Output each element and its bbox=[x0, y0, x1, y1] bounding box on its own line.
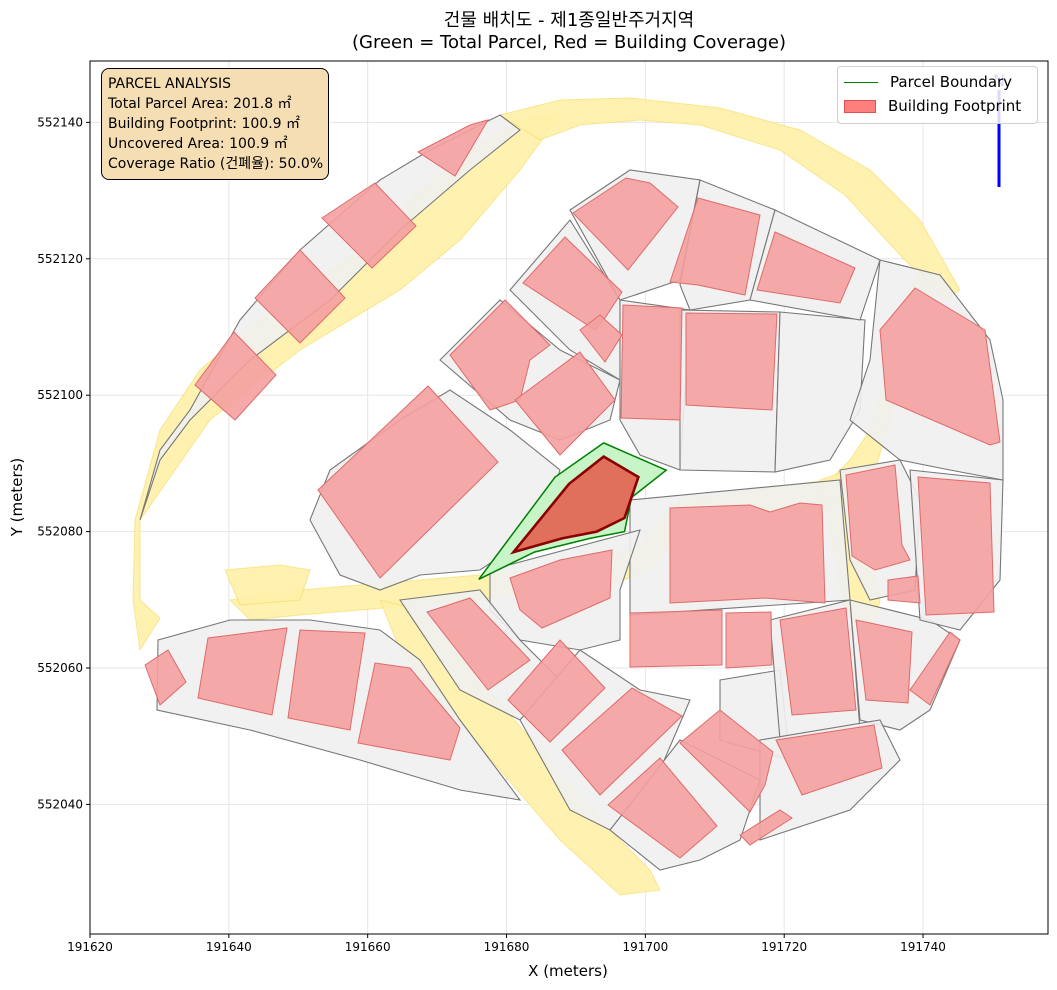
info-coverage: Coverage Ratio (건폐율): 50.0% bbox=[108, 156, 324, 172]
neighbor-building bbox=[756, 231, 856, 304]
neighbor-building bbox=[317, 385, 499, 579]
legend-patch-swatch bbox=[844, 99, 876, 113]
neighbor-building bbox=[909, 631, 961, 706]
info-heading: PARCEL ANALYSIS bbox=[108, 76, 232, 92]
legend-item-parcel: Parcel Boundary bbox=[838, 73, 1012, 91]
legend-label-parcel: Parcel Boundary bbox=[890, 73, 1013, 91]
neighbor-building bbox=[426, 597, 531, 691]
neighbor-building bbox=[254, 249, 346, 344]
neighbor-building bbox=[514, 351, 616, 456]
neighbor-building bbox=[779, 607, 857, 716]
neighbor-building bbox=[607, 757, 718, 859]
neighbor-building bbox=[561, 687, 683, 796]
info-uncovered: Uncovered Area: 100.9 ㎡ bbox=[108, 136, 288, 152]
chart-subtitle: (Green = Total Parcel, Red = Building Co… bbox=[351, 32, 787, 53]
neighbor-building bbox=[197, 627, 288, 716]
neighbor-building bbox=[669, 197, 761, 296]
road-polygon bbox=[224, 564, 311, 606]
neighbor-building bbox=[194, 331, 277, 421]
neighbor-building bbox=[725, 611, 773, 669]
info-footprint: Building Footprint: 100.9 ㎡ bbox=[108, 116, 301, 132]
neighbor-building bbox=[522, 236, 623, 331]
neighbor-building bbox=[509, 549, 613, 629]
legend: Parcel Boundary Building Footprint bbox=[837, 66, 1038, 124]
neighbor-building bbox=[287, 629, 366, 731]
y-axis-label: Y (meters) bbox=[8, 458, 26, 538]
neighbor-building bbox=[321, 182, 417, 269]
neighbor-building bbox=[917, 476, 995, 616]
neighbor-buildings bbox=[144, 119, 1001, 859]
x-tick-label: 191620 bbox=[67, 940, 113, 954]
neighbor-building bbox=[572, 177, 679, 271]
parcel-analysis-box: PARCEL ANALYSIS Total Parcel Area: 201.8… bbox=[101, 68, 329, 180]
legend-label-building: Building Footprint bbox=[888, 97, 1022, 115]
x-tick-label: 191680 bbox=[484, 940, 530, 954]
neighbor-building bbox=[629, 609, 723, 668]
plot-frame bbox=[89, 60, 1049, 935]
legend-item-building: Building Footprint bbox=[838, 97, 1021, 115]
x-tick-label: 191720 bbox=[761, 940, 807, 954]
neighbor-building bbox=[357, 662, 461, 761]
neighbor-building bbox=[669, 502, 826, 604]
x-tick-label: 191640 bbox=[206, 940, 252, 954]
legend-line-swatch bbox=[844, 81, 878, 83]
y-tick-label: 552060 bbox=[37, 661, 83, 675]
neighbor-building bbox=[775, 724, 883, 796]
x-tick-label: 191660 bbox=[345, 940, 391, 954]
y-tick-label: 552140 bbox=[37, 115, 83, 129]
neighbor-building bbox=[739, 809, 793, 846]
neighbor-building bbox=[845, 464, 911, 571]
info-total-area: Total Parcel Area: 201.8 ㎡ bbox=[108, 96, 292, 112]
y-tick-label: 552100 bbox=[37, 388, 83, 402]
neighbor-building bbox=[620, 304, 683, 421]
axis-ticks: 191620 191640 191660 191680 191700 191720 1917… bbox=[37, 115, 946, 954]
neighbor-building bbox=[417, 119, 490, 177]
x-tick-label: 191700 bbox=[622, 940, 668, 954]
neighbor-building bbox=[685, 312, 778, 411]
x-axis-label: X (meters) bbox=[528, 962, 608, 980]
neighbor-building bbox=[144, 649, 187, 706]
neighbor-building bbox=[679, 709, 774, 813]
neighbor-building bbox=[879, 287, 1001, 446]
neighbor-building bbox=[887, 575, 921, 604]
chart-title: 건물 배치도 - 제1종일반주거지역 bbox=[443, 10, 695, 31]
neighbor-building bbox=[449, 299, 551, 411]
y-tick-label: 552040 bbox=[37, 797, 83, 811]
neighbor-building bbox=[507, 639, 606, 743]
y-tick-label: 552120 bbox=[37, 252, 83, 266]
neighbor-building bbox=[855, 619, 913, 704]
x-tick-label: 191740 bbox=[900, 940, 946, 954]
y-tick-label: 552080 bbox=[37, 525, 83, 539]
target-building-polygon bbox=[509, 455, 640, 555]
